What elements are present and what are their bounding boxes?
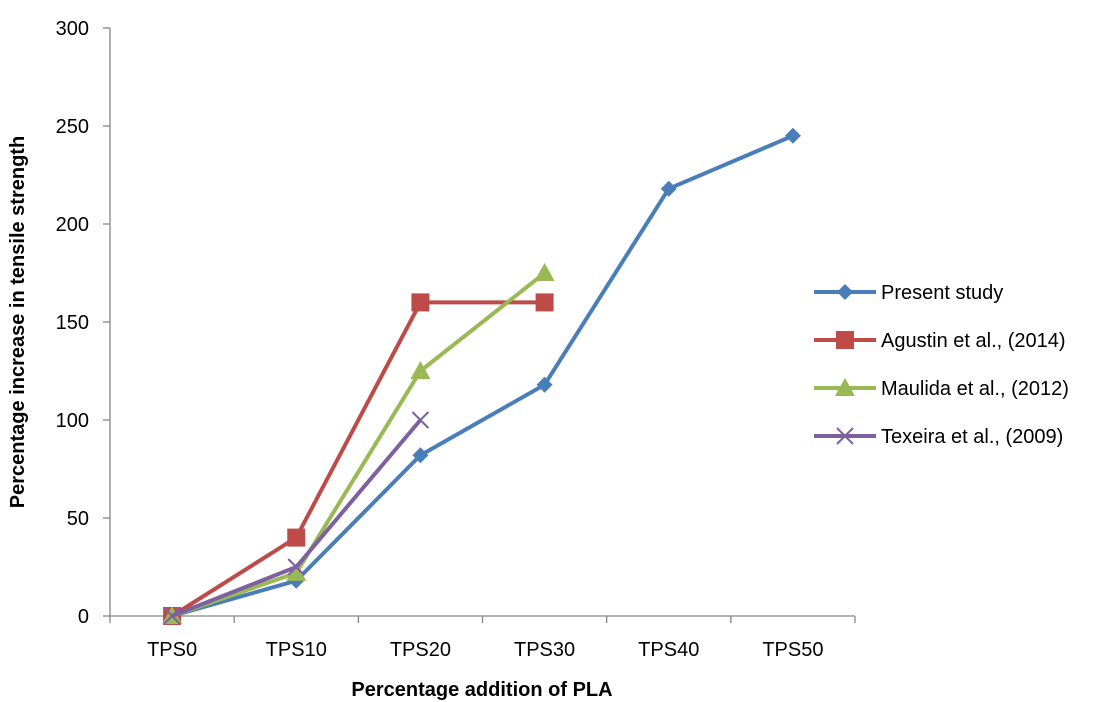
data-point [536, 376, 553, 393]
series-line [171, 300, 545, 618]
legend-item: Texeira et al., (2009) [814, 426, 1063, 448]
legend-label: Agustin et al., (2014) [881, 330, 1066, 352]
data-point [411, 411, 430, 429]
y-tick-label: 0 [78, 606, 89, 628]
data-point [163, 607, 181, 625]
data-point [660, 180, 677, 197]
series-maulida-et-al-2012 [162, 263, 555, 624]
legend-item: Maulida et al., (2012) [814, 378, 1069, 400]
data-point [287, 558, 305, 576]
x-tick-label: TPS30 [514, 639, 575, 661]
x-axis-title: Percentage addition of PLA [351, 679, 612, 701]
x-tick-label: TPS10 [266, 639, 327, 661]
data-point [286, 562, 307, 581]
x-tick-label: TPS40 [638, 639, 699, 661]
y-tick-label: 200 [56, 214, 89, 236]
y-tick-label: 300 [56, 18, 89, 40]
series-texeira-et-al-2009 [163, 411, 430, 625]
data-point [535, 293, 554, 312]
series-layer [162, 127, 801, 625]
data-point [287, 528, 306, 547]
series-present-study [164, 127, 801, 624]
series-line [171, 271, 546, 618]
x-tick-label: TPS20 [390, 639, 451, 661]
y-axis-title: Percentage increase in tensile strength [7, 136, 29, 508]
x-tick-label: TPS0 [147, 639, 197, 661]
data-point [412, 447, 429, 464]
y-tick-label: 150 [56, 312, 89, 334]
legend-item: Agustin et al., (2014) [814, 330, 1066, 352]
data-point [411, 293, 430, 312]
legend-label: Present study [881, 282, 1003, 304]
legend-marker [835, 378, 855, 396]
legend-item: Present study [814, 282, 1003, 304]
y-tick-label: 100 [56, 410, 89, 432]
legend: Present study Agustin et al., (2014) Mauli… [814, 282, 1069, 448]
data-point [410, 361, 431, 379]
series-agustin-et-al-2014 [163, 293, 554, 625]
y-tick-label: 250 [56, 116, 89, 138]
data-point [784, 127, 801, 144]
data-point [534, 263, 555, 281]
legend-label: Texeira et al., (2009) [881, 426, 1063, 448]
legend-marker [836, 331, 854, 349]
legend-marker [836, 427, 854, 445]
legend-label: Maulida et al., (2012) [881, 378, 1069, 400]
axes: 0 50 100 150 200 250 300 TPS0 TPS10 TPS20 TPS30 TPS… [56, 18, 856, 661]
series-line [171, 133, 794, 618]
legend-marker [837, 284, 853, 300]
x-tick-label: TPS50 [762, 639, 823, 661]
y-tick-label: 50 [67, 508, 89, 530]
